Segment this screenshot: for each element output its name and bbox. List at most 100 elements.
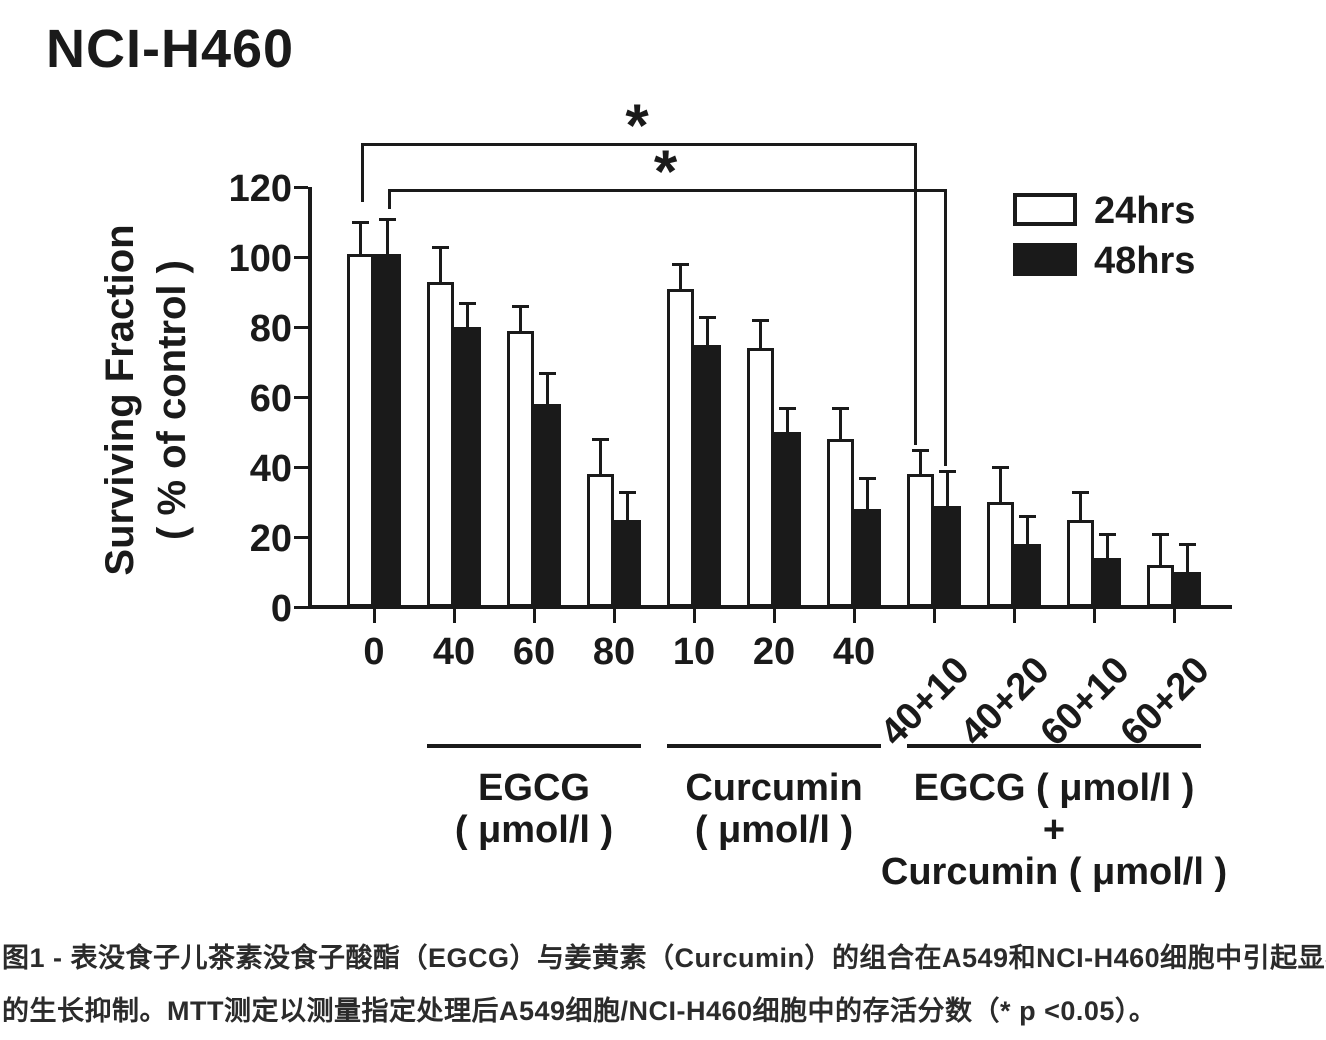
error-cap-24hrs-80 bbox=[592, 438, 609, 441]
bar-48hrs-10 bbox=[694, 344, 721, 607]
sig-bracket-top-24hrs bbox=[360, 143, 914, 146]
bar-24hrs-60 bbox=[507, 330, 534, 607]
sig-star-48hrs: * bbox=[653, 138, 678, 205]
error-cap-24hrs-40 bbox=[432, 245, 449, 249]
bar-48hrs-60+10 bbox=[1094, 558, 1121, 607]
x-tick-5 bbox=[772, 609, 776, 623]
y-axis-line bbox=[308, 187, 312, 609]
x-tick-label-5: 20 bbox=[752, 631, 796, 673]
error-bar-24hrs-40 bbox=[439, 246, 442, 282]
error-bar-24hrs-60+10 bbox=[1079, 491, 1082, 520]
bar-24hrs-80 bbox=[587, 474, 614, 607]
x-tick-7 bbox=[932, 609, 936, 623]
bar-24hrs-40+10 bbox=[907, 474, 934, 607]
y-tick-label-100: 100 bbox=[228, 238, 292, 280]
error-bar-24hrs-60 bbox=[519, 306, 522, 331]
error-bar-24hrs-0 bbox=[359, 222, 362, 254]
bar-24hrs-60+20 bbox=[1147, 565, 1174, 607]
error-cap-48hrs-40 bbox=[459, 301, 476, 305]
y-tick-80 bbox=[294, 325, 308, 329]
sig-bracket-right-48hrs bbox=[943, 189, 947, 466]
x-tick-4 bbox=[692, 609, 696, 623]
figure-title: NCI-H460 bbox=[46, 19, 295, 79]
group-label-0-line0: EGCG bbox=[478, 767, 590, 809]
error-bar-48hrs-40 bbox=[466, 302, 469, 327]
error-bar-24hrs-40+10 bbox=[919, 449, 922, 474]
y-axis-label-line1: Surviving Fraction bbox=[98, 224, 142, 576]
y-tick-label-60: 60 bbox=[249, 378, 292, 420]
legend-swatch-24hrs bbox=[1013, 193, 1077, 226]
legend-swatch-48hrs bbox=[1013, 243, 1077, 276]
error-bar-24hrs-10 bbox=[679, 264, 682, 289]
x-tick-6 bbox=[852, 609, 856, 623]
sig-bracket-top-48hrs bbox=[387, 189, 944, 192]
bar-48hrs-60 bbox=[534, 404, 561, 607]
bar-24hrs-0 bbox=[347, 253, 374, 607]
error-cap-48hrs-60+20 bbox=[1179, 543, 1196, 546]
x-tick-label-6: 40 bbox=[832, 631, 876, 673]
x-tick-label-1: 40 bbox=[432, 631, 476, 673]
group-label-2-line2: Curcumin ( μmol/l ) bbox=[880, 851, 1228, 893]
y-tick-label-40: 40 bbox=[249, 448, 292, 490]
y-tick-60 bbox=[294, 395, 308, 399]
error-bar-48hrs-20 bbox=[786, 407, 789, 432]
error-bar-24hrs-40 bbox=[839, 407, 842, 439]
legend-label-24hrs: 24hrs bbox=[1094, 190, 1196, 232]
y-tick-40 bbox=[294, 465, 308, 469]
error-cap-48hrs-40 bbox=[859, 476, 876, 480]
y-tick-0 bbox=[294, 605, 308, 609]
x-tick-3 bbox=[612, 609, 616, 623]
error-bar-24hrs-60+20 bbox=[1159, 533, 1162, 565]
bar-24hrs-40 bbox=[827, 439, 854, 607]
error-bar-24hrs-80 bbox=[599, 439, 602, 474]
error-bar-48hrs-40+20 bbox=[1026, 516, 1029, 544]
bar-48hrs-20 bbox=[774, 432, 801, 607]
caption-line-1: 图1 - 表没食子儿茶素没食子酸酯（EGCG）与姜黄素（Curcumin）的组合… bbox=[2, 943, 1326, 973]
error-cap-48hrs-10 bbox=[699, 315, 716, 319]
legend-label-48hrs: 48hrs bbox=[1094, 240, 1196, 282]
bar-24hrs-40 bbox=[427, 281, 454, 607]
x-tick-label-0: 0 bbox=[363, 631, 385, 673]
error-cap-24hrs-10 bbox=[672, 263, 689, 266]
error-bar-48hrs-0 bbox=[386, 218, 389, 254]
x-tick-8 bbox=[1012, 609, 1016, 623]
error-bar-48hrs-60 bbox=[546, 372, 549, 404]
y-tick-label-80: 80 bbox=[249, 308, 292, 350]
group-line-0 bbox=[427, 744, 641, 748]
error-cap-24hrs-40+10 bbox=[912, 448, 929, 452]
y-tick-100 bbox=[294, 255, 308, 259]
group-label-0-line1: ( μmol/l ) bbox=[454, 809, 614, 851]
bar-48hrs-0 bbox=[374, 253, 401, 607]
error-cap-24hrs-0 bbox=[352, 221, 369, 224]
x-tick-label-4: 10 bbox=[672, 631, 716, 673]
group-line-2 bbox=[907, 744, 1201, 748]
bar-48hrs-40 bbox=[454, 327, 481, 607]
sig-star-24hrs: * bbox=[625, 92, 649, 159]
error-bar-48hrs-80 bbox=[626, 491, 629, 520]
x-tick-2 bbox=[532, 609, 536, 623]
bar-48hrs-40 bbox=[854, 509, 881, 607]
y-tick-20 bbox=[294, 535, 308, 539]
bar-24hrs-20 bbox=[747, 348, 774, 607]
y-tick-label-20: 20 bbox=[249, 518, 292, 560]
x-tick-0 bbox=[372, 609, 376, 623]
y-tick-120 bbox=[294, 185, 308, 189]
caption-line-2: 的生长抑制。MTT测定以测量指定处理后A549细胞/NCI-H460细胞中的存活… bbox=[2, 996, 1157, 1026]
bar-48hrs-60+20 bbox=[1174, 572, 1201, 607]
error-cap-24hrs-40+20 bbox=[992, 466, 1009, 469]
sig-bracket-left-48hrs bbox=[387, 189, 391, 209]
error-bar-48hrs-10 bbox=[706, 316, 709, 345]
error-bar-24hrs-40+20 bbox=[999, 467, 1002, 502]
error-cap-24hrs-60+10 bbox=[1072, 490, 1089, 494]
error-cap-48hrs-0 bbox=[379, 217, 396, 221]
error-cap-48hrs-60+10 bbox=[1099, 532, 1116, 536]
x-tick-label-3: 80 bbox=[592, 631, 636, 673]
x-tick-10 bbox=[1172, 609, 1176, 623]
y-tick-label-120: 120 bbox=[228, 168, 292, 210]
sig-bracket-left-24hrs bbox=[360, 143, 364, 202]
error-cap-24hrs-60+20 bbox=[1152, 532, 1169, 536]
bar-chart: Surviving Fraction ( % of control ) 0 20 4… bbox=[98, 92, 1232, 893]
error-cap-48hrs-40+20 bbox=[1019, 515, 1036, 518]
x-tick-1 bbox=[452, 609, 456, 623]
